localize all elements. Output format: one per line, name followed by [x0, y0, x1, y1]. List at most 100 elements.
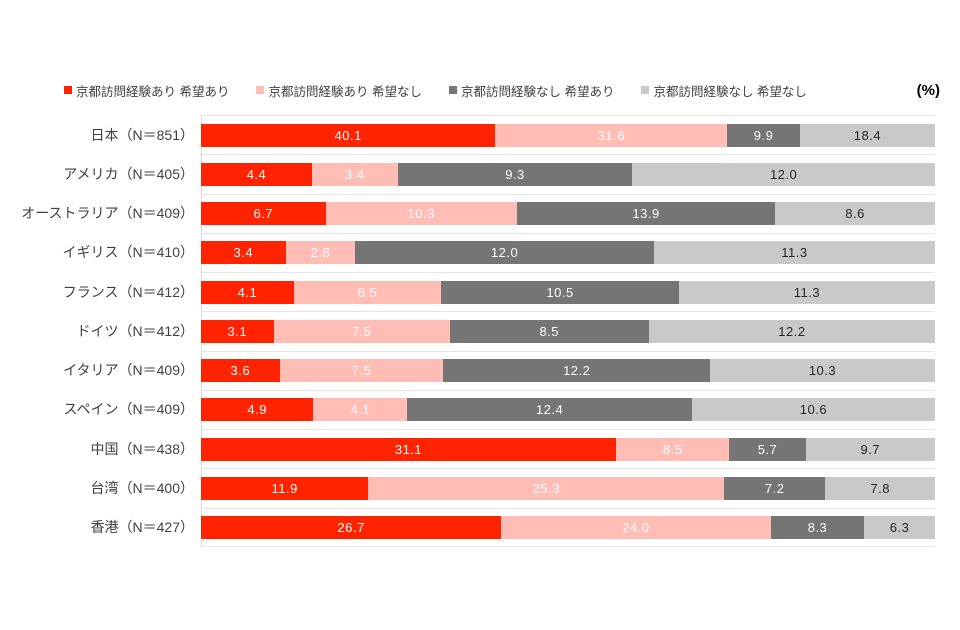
category-label: スペイン（N＝409） [63, 401, 195, 418]
stacked-bar: 31.1 8.5 5.7 9.7 [201, 437, 935, 461]
segment-value: 8.3 [807, 520, 828, 536]
legend-item-label: 京都訪問経験なし 希望なし [653, 84, 807, 99]
bar-segment-2: 12.0 [355, 241, 654, 265]
chart-row: 日本（N＝851） 40.1 31.6 9.9 18.4 [20, 115, 935, 154]
legend-item-0: 京都訪問経験あり 希望あり [64, 81, 229, 100]
chart-row: フランス（N＝412） 4.1 6.5 10.5 11.3 [20, 272, 935, 311]
segment-value: 12.4 [535, 402, 564, 418]
segment-value: 12.0 [769, 166, 798, 182]
segment-value: 13.9 [632, 206, 660, 222]
category-label: オーストラリア（N＝409） [21, 205, 194, 222]
bar-segment-2: 9.9 [727, 123, 800, 147]
bar-segment-3: 8.6 [775, 202, 935, 226]
bar-segment-1: 2.8 [285, 241, 356, 265]
segment-value: 9.9 [753, 127, 774, 143]
bar-segment-2: 8.3 [770, 516, 865, 540]
category-label: 台湾（N＝400） [90, 480, 194, 497]
legend-swatch-icon [448, 86, 457, 94]
bar-segment-1: 7.5 [273, 319, 450, 343]
bar-segment-0: 3.4 [201, 241, 286, 265]
segment-value: 8.6 [845, 206, 865, 222]
category-label: 香港（N＝427） [90, 519, 194, 536]
segment-value: 9.7 [860, 441, 881, 457]
row-bars-area: 4.4 3.4 9.3 12.0 [201, 154, 935, 193]
legend-swatch-icon [641, 86, 650, 94]
chart-row: ドイツ（N＝412） 3.1 7.5 8.5 12.2 [20, 311, 935, 350]
segment-value: 8.5 [662, 441, 683, 457]
segment-value: 4.1 [350, 402, 371, 418]
segment-value: 2.8 [310, 245, 331, 261]
segment-value: 6.5 [357, 284, 378, 300]
chart-row: 中国（N＝438） 31.1 8.5 5.7 9.7 [20, 429, 935, 468]
legend-item-label: 京都訪問経験あり 希望あり [76, 84, 230, 99]
category-label: イギリス（N＝410） [62, 244, 194, 261]
bar-segment-0: 3.1 [201, 319, 274, 343]
segment-value: 4.4 [246, 166, 267, 182]
segment-value: 12.2 [563, 363, 591, 379]
segment-value: 6.7 [253, 206, 274, 222]
segment-value: 3.6 [230, 363, 251, 379]
row-bars-area: 4.1 6.5 10.5 11.3 [201, 272, 935, 311]
segment-value: 8.5 [539, 323, 560, 339]
row-bars-area: 4.9 4.1 12.4 10.6 [201, 389, 935, 429]
segment-value: 7.5 [351, 323, 372, 339]
chart-row: 香港（N＝427） 26.7 24.0 8.3 6.3 [20, 507, 935, 547]
bar-segment-1: 10.3 [325, 202, 517, 226]
chart-legend: 京都訪問経験あり 希望あり 京都訪問経験あり 希望なし 京都訪問経験なし 希望あり 京… [64, 80, 940, 100]
segment-value: 5.7 [757, 441, 778, 457]
segment-value: 10.3 [808, 363, 837, 379]
chart-row: イギリス（N＝410） 3.4 2.8 12.0 11.3 [20, 232, 935, 272]
segment-value: 12.2 [778, 323, 806, 339]
segment-value: 9.3 [505, 166, 525, 182]
bar-segment-0: 6.7 [201, 202, 326, 226]
legend-item-label: 京都訪問経験なし 希望あり [460, 84, 615, 99]
bar-segment-2: 7.2 [724, 477, 826, 501]
bar-segment-3: 7.8 [825, 477, 935, 501]
legend-item-1: 京都訪問経験あり 希望なし [256, 81, 422, 100]
bar-segment-1: 4.1 [313, 398, 408, 422]
row-bars-area: 11.9 25.3 7.2 7.8 [201, 468, 935, 507]
stacked-bar: 4.4 3.4 9.3 12.0 [201, 162, 935, 186]
bar-segment-3: 11.3 [653, 241, 935, 265]
segment-value: 6.3 [889, 520, 910, 536]
bar-segment-3: 9.7 [805, 437, 935, 461]
segment-value: 10.6 [799, 402, 828, 418]
segment-value: 10.5 [546, 284, 574, 300]
stacked-bar: 4.9 4.1 12.4 10.6 [201, 398, 935, 422]
bar-segment-3: 12.2 [648, 319, 935, 343]
bar-segment-0: 26.7 [201, 516, 502, 540]
segment-value: 4.9 [247, 402, 267, 418]
stacked-bar: 3.1 7.5 8.5 12.2 [201, 319, 935, 343]
bar-segment-2: 12.4 [407, 398, 692, 422]
legend-item-label: 京都訪問経験あり 希望なし [268, 84, 422, 99]
bar-segment-3: 10.6 [691, 398, 935, 422]
bar-segment-3: 6.3 [864, 516, 935, 540]
category-label: 中国（N＝438） [90, 440, 194, 457]
segment-value: 40.1 [334, 127, 362, 143]
bar-segment-1: 7.5 [279, 359, 444, 383]
segment-value: 3.4 [233, 245, 254, 261]
bar-segment-0: 4.1 [201, 280, 294, 304]
category-label: ドイツ（N＝412） [76, 322, 194, 339]
category-label: アメリカ（N＝405） [63, 165, 194, 182]
segment-value: 25.3 [532, 481, 560, 497]
category-label: 日本（N＝851） [90, 126, 194, 143]
bar-segment-0: 4.4 [201, 162, 312, 186]
bar-segment-2: 13.9 [516, 202, 776, 226]
segment-value: 10.3 [407, 206, 435, 222]
row-bars-area: 6.7 10.3 13.9 8.6 [201, 193, 935, 233]
segment-value: 31.6 [597, 127, 625, 143]
segment-value: 3.4 [345, 166, 365, 182]
segment-value: 7.2 [764, 481, 785, 497]
stacked-bar: 3.6 7.5 12.2 10.3 [201, 359, 935, 383]
row-bars-area: 3.1 7.5 8.5 12.2 [201, 311, 935, 350]
segment-value: 26.7 [337, 520, 365, 536]
percent-unit-label: (%) [916, 81, 940, 99]
bar-segment-1: 8.5 [616, 437, 730, 461]
legend-item-2: 京都訪問経験なし 希望あり [448, 81, 615, 100]
chart-row: オーストラリア（N＝409） 6.7 10.3 13.9 8.6 [20, 193, 935, 233]
row-bars-area: 3.6 7.5 12.2 10.3 [201, 350, 935, 390]
legend-item-3: 京都訪問経験なし 希望なし [641, 81, 807, 100]
stacked-bar: 11.9 25.3 7.2 7.8 [201, 477, 935, 501]
